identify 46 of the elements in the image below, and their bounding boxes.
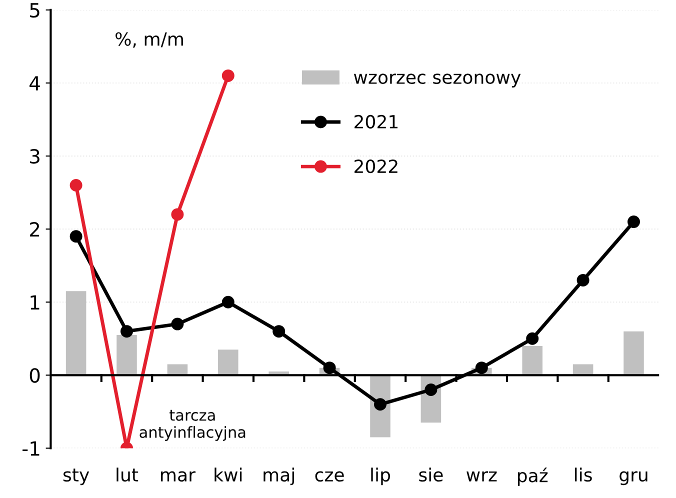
x-tick-label: mar xyxy=(161,471,196,482)
bar xyxy=(572,364,594,376)
x-tick-label: cze xyxy=(315,471,344,482)
x-tick-label: maj xyxy=(264,468,294,486)
x-tick-label: gru xyxy=(620,471,648,486)
x-tick-label: lis xyxy=(575,468,592,482)
point xyxy=(272,325,286,338)
point xyxy=(526,332,539,345)
annotation: tarcza antyinflacyjna xyxy=(140,410,246,441)
point xyxy=(120,325,133,338)
point xyxy=(171,318,184,330)
legend-label: wzorzec sezonowy xyxy=(354,74,521,88)
point xyxy=(374,398,386,411)
point xyxy=(576,274,590,286)
y-tick-label: 4 xyxy=(30,76,40,90)
bar xyxy=(218,350,238,376)
x-tick-label: lut xyxy=(116,468,138,482)
x-tick-label: lip xyxy=(371,468,390,486)
annotation: %, m/m xyxy=(116,32,183,48)
bar xyxy=(116,334,137,376)
legend-label: 2021 xyxy=(354,114,398,129)
y-tick-label: 2 xyxy=(30,222,40,236)
x-tick-label: sie xyxy=(419,468,443,482)
point xyxy=(171,208,184,221)
x-tick-label: paź xyxy=(518,468,548,486)
x-tick-label: wrz xyxy=(466,471,497,482)
bar xyxy=(624,331,644,376)
point xyxy=(222,296,234,308)
x-tick-label: kwi xyxy=(214,468,242,482)
y-tick-label: 0 xyxy=(30,368,40,383)
point xyxy=(424,384,438,396)
x-tick-label: sty xyxy=(63,468,90,486)
bar xyxy=(167,364,188,376)
point xyxy=(628,216,640,228)
y-tick-label: 5 xyxy=(30,3,40,18)
bar xyxy=(66,291,86,376)
y-tick-label: -1 xyxy=(22,441,40,456)
point xyxy=(222,69,234,82)
y-tick-label: 1 xyxy=(30,295,40,310)
bar xyxy=(522,346,542,376)
point xyxy=(70,179,82,192)
point xyxy=(70,230,82,243)
legend-label: 2022 xyxy=(354,159,398,174)
y-tick-label: 3 xyxy=(30,148,40,164)
point xyxy=(323,362,336,374)
point xyxy=(475,362,488,374)
